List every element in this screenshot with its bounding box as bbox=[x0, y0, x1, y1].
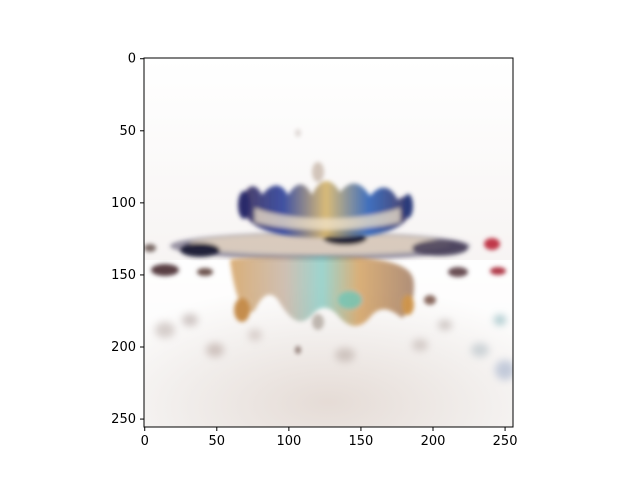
x-tick-label: 200 bbox=[421, 434, 446, 449]
axes-frame bbox=[143, 57, 514, 428]
x-tick-label: 150 bbox=[349, 434, 374, 449]
y-axis: 0 50 100 150 200 250 bbox=[111, 52, 144, 427]
y-tick-label: 100 bbox=[111, 196, 136, 211]
x-tick-label: 250 bbox=[493, 434, 518, 449]
y-tick-label: 50 bbox=[119, 124, 136, 139]
y-tick-label: 150 bbox=[111, 268, 136, 283]
x-axis: 0 50 100 150 200 250 bbox=[141, 427, 518, 449]
y-tick-label: 0 bbox=[128, 52, 136, 67]
y-tick-label: 200 bbox=[111, 340, 136, 355]
x-tick-label: 100 bbox=[276, 434, 301, 449]
y-tick-label: 250 bbox=[111, 412, 136, 427]
splash-photo bbox=[144, 58, 513, 427]
x-tick-label: 50 bbox=[209, 434, 226, 449]
x-tick-label: 0 bbox=[141, 434, 149, 449]
